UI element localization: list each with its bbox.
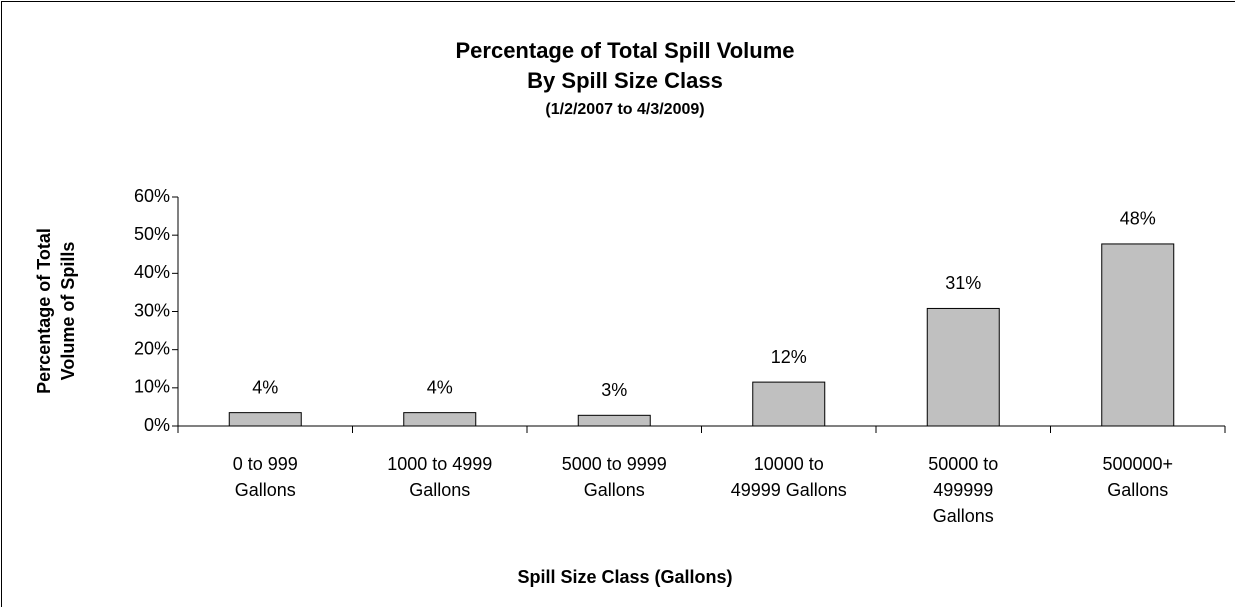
x-tick-label: 0 to 999 bbox=[233, 454, 298, 474]
y-tick-label: 40% bbox=[134, 262, 170, 282]
data-label: 48% bbox=[1120, 209, 1156, 229]
x-tick-label: 10000 to bbox=[754, 454, 824, 474]
data-label: 4% bbox=[252, 377, 278, 397]
x-tick-label: Gallons bbox=[933, 506, 994, 526]
y-tick-label: 10% bbox=[134, 377, 170, 397]
y-tick-label: 50% bbox=[134, 224, 170, 244]
bar bbox=[1101, 243, 1175, 427]
chart-subtitle: By Spill Size Class bbox=[527, 68, 723, 93]
chart-title: Percentage of Total Spill Volume bbox=[455, 38, 794, 63]
y-tick-label: 0% bbox=[144, 415, 170, 435]
data-label: 3% bbox=[601, 380, 627, 400]
y-tick-label: 60% bbox=[134, 186, 170, 206]
x-tick-label: Gallons bbox=[235, 480, 296, 500]
x-tick-label: Gallons bbox=[584, 480, 645, 500]
x-tick-label: Gallons bbox=[409, 480, 470, 500]
bar bbox=[577, 414, 651, 427]
x-tick-label: Gallons bbox=[1107, 480, 1168, 500]
x-tick-label: 49999 Gallons bbox=[731, 480, 847, 500]
x-axis-label: Spill Size Class (Gallons) bbox=[517, 567, 732, 587]
y-axis-label: Volume of Spills bbox=[58, 242, 78, 381]
x-tick-label: 1000 to 4999 bbox=[387, 454, 492, 474]
bar bbox=[926, 307, 1000, 427]
bar bbox=[752, 381, 826, 427]
x-tick-label: 5000 to 9999 bbox=[562, 454, 667, 474]
bar bbox=[228, 412, 302, 427]
y-axis-label: Percentage of Total bbox=[34, 228, 54, 394]
data-label: 4% bbox=[427, 377, 453, 397]
date-range: (1/2/2007 to 4/3/2009) bbox=[545, 101, 704, 118]
x-tick-label: 499999 bbox=[933, 480, 993, 500]
x-tick-label: 50000 to bbox=[928, 454, 998, 474]
data-label: 12% bbox=[771, 347, 807, 367]
data-label: 31% bbox=[945, 273, 981, 293]
y-tick-label: 30% bbox=[134, 300, 170, 320]
bar bbox=[403, 412, 477, 427]
y-tick-label: 20% bbox=[134, 338, 170, 358]
x-tick-label: 500000+ bbox=[1102, 454, 1173, 474]
